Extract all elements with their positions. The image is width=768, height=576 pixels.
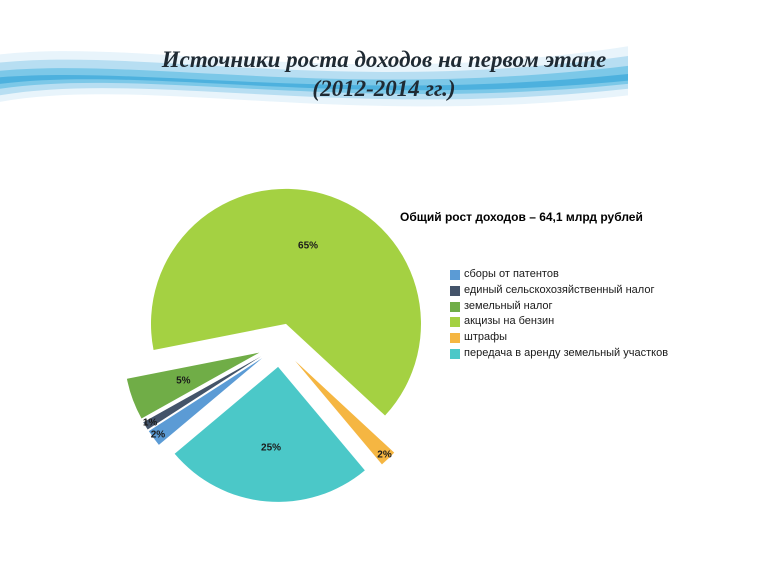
legend-label: сборы от патентов bbox=[464, 268, 559, 282]
legend-swatch bbox=[450, 286, 460, 296]
title-line-1: Источники роста доходов на первом этапе bbox=[162, 47, 607, 72]
pie-slice-label: 1% bbox=[143, 418, 157, 429]
pie-slice-label: 2% bbox=[377, 449, 391, 460]
legend-swatch bbox=[450, 270, 460, 280]
legend-label: единый сельскохозяйственный налог bbox=[464, 284, 654, 298]
legend-item: сборы от патентов bbox=[450, 268, 668, 282]
legend-item: земельный налог bbox=[450, 300, 668, 314]
legend-item: передача в аренду земельный участков bbox=[450, 347, 668, 361]
pie-chart: 2%1%5%65%2%25% bbox=[120, 185, 440, 505]
pie-slice-label: 65% bbox=[298, 240, 318, 251]
pie-slice-label: 5% bbox=[176, 375, 190, 386]
legend-label: земельный налог bbox=[464, 300, 553, 314]
legend-label: штрафы bbox=[464, 331, 507, 345]
legend-swatch bbox=[450, 333, 460, 343]
pie-slice-label: 2% bbox=[151, 429, 165, 440]
legend-label: акцизы на бензин bbox=[464, 315, 554, 329]
pie-slice-label: 25% bbox=[261, 442, 281, 453]
legend: сборы от патентов единый сельскохозяйстве… bbox=[450, 268, 668, 363]
legend-item: штрафы bbox=[450, 331, 668, 345]
legend-swatch bbox=[450, 317, 460, 327]
legend-swatch bbox=[450, 302, 460, 312]
legend-swatch bbox=[450, 349, 460, 359]
page-title: Источники роста доходов на первом этапе … bbox=[0, 46, 768, 104]
pie-slice bbox=[175, 367, 365, 502]
title-line-2: (2012-2014 гг.) bbox=[312, 76, 455, 101]
legend-label: передача в аренду земельный участков bbox=[464, 347, 668, 361]
slide: Источники роста доходов на первом этапе … bbox=[0, 0, 768, 576]
legend-item: акцизы на бензин bbox=[450, 315, 668, 329]
legend-item: единый сельскохозяйственный налог bbox=[450, 284, 668, 298]
